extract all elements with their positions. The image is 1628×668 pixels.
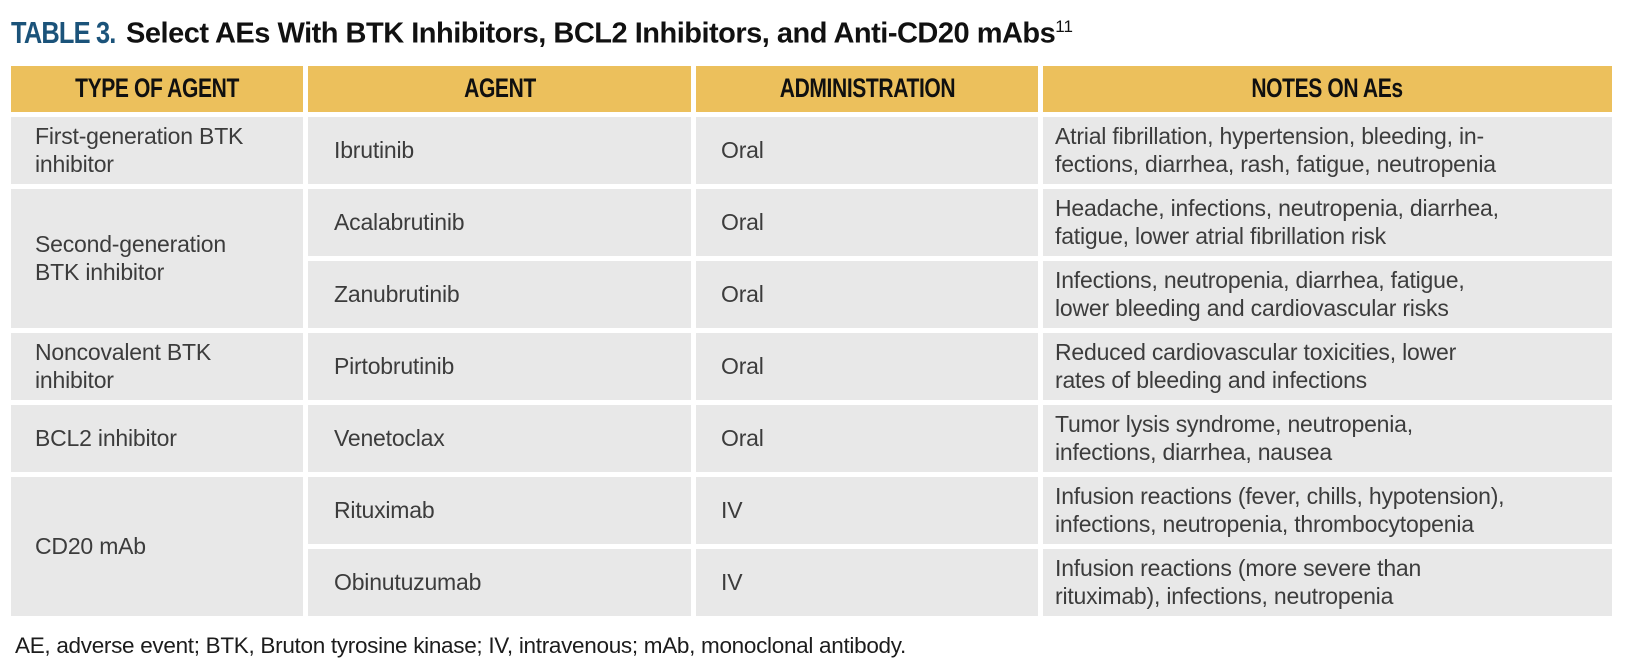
notes-cell: Atrial fibrillation, hypertension, bleed… bbox=[1043, 116, 1612, 184]
column-header-type-of-agent: TYPE OF AGENT bbox=[11, 65, 303, 112]
column-header-label: TYPE OF AGENT bbox=[75, 73, 239, 104]
notes-cell: Infections, neutropenia, diarrhea, fatig… bbox=[1043, 260, 1612, 328]
agent-cell: Venetoclax bbox=[308, 404, 691, 472]
reference-superscript: 11 bbox=[1055, 17, 1073, 36]
notes-cell: Tumor lysis syndrome, neutropenia, infec… bbox=[1043, 404, 1612, 472]
column-header-label: ADMINISTRATION bbox=[779, 73, 955, 104]
type-cell-bcl2-inhibitor: BCL2 inhibitor bbox=[11, 404, 303, 472]
administration-cell: Oral bbox=[696, 404, 1038, 472]
agent-cell: Zanubrutinib bbox=[308, 260, 691, 328]
table-title: TABLE 3. Select AEs With BTK Inhibitors,… bbox=[11, 10, 1628, 51]
agent-cell: Pirtobrutinib bbox=[308, 332, 691, 400]
table-number-label: TABLE 3. bbox=[11, 14, 116, 50]
type-cell-second-generation-btk: Second-generation BTK inhibitor bbox=[11, 188, 303, 328]
notes-cell: Infusion reactions (fever, chills, hypot… bbox=[1043, 476, 1612, 544]
table-title-text: Select AEs With BTK Inhibitors, BCL2 Inh… bbox=[118, 17, 1056, 50]
column-header-label: NOTES ON AEs bbox=[1251, 73, 1404, 104]
administration-cell: Oral bbox=[696, 188, 1038, 256]
type-cell-noncovalent-btk: Noncovalent BTK inhibitor bbox=[11, 332, 303, 400]
notes-cell: Infusion reactions (more severe than rit… bbox=[1043, 548, 1612, 616]
column-header-notes-on-aes: NOTES ON AEs bbox=[1043, 65, 1612, 112]
abbreviations-footnote: AE, adverse event; BTK, Bruton tyrosine … bbox=[15, 632, 906, 658]
administration-cell: Oral bbox=[696, 116, 1038, 184]
administration-cell: IV bbox=[696, 476, 1038, 544]
agent-cell: Acalabrutinib bbox=[308, 188, 691, 256]
column-header-label: AGENT bbox=[463, 73, 536, 104]
agent-cell: Ibrutinib bbox=[308, 116, 691, 184]
notes-cell: Headache, infections, neutropenia, diarr… bbox=[1043, 188, 1612, 256]
type-cell-first-generation-btk: First-generation BTK inhibitor bbox=[11, 116, 303, 184]
administration-cell: IV bbox=[696, 548, 1038, 616]
column-header-administration: ADMINISTRATION bbox=[696, 65, 1038, 112]
notes-cell: Reduced cardiovascular toxicities, lower… bbox=[1043, 332, 1612, 400]
adverse-events-table: TYPE OF AGENT AGENT ADMINISTRATION NOTES… bbox=[11, 65, 1612, 616]
administration-cell: Oral bbox=[696, 260, 1038, 328]
column-header-agent: AGENT bbox=[308, 65, 691, 112]
type-cell-cd20-mab: CD20 mAb bbox=[11, 476, 303, 616]
administration-cell: Oral bbox=[696, 332, 1038, 400]
agent-cell: Rituximab bbox=[308, 476, 691, 544]
agent-cell: Obinutuzumab bbox=[308, 548, 691, 616]
